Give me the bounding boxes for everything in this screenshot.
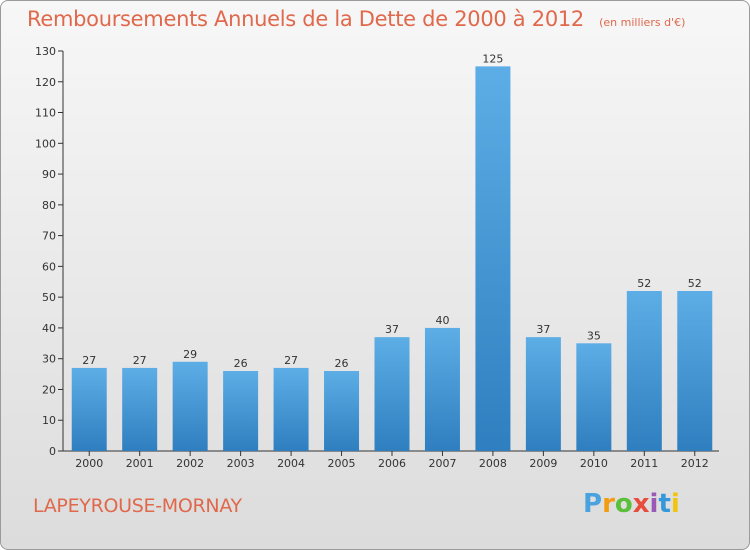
bar-value-label: 37 xyxy=(536,323,550,336)
x-tick-label: 2004 xyxy=(277,457,305,470)
town-name: LAPEYROUSE-MORNAY xyxy=(33,495,242,517)
bar-value-label: 125 xyxy=(482,52,503,65)
bar xyxy=(172,361,208,451)
y-tick-label: 30 xyxy=(42,353,56,366)
bar-value-label: 52 xyxy=(688,277,702,290)
x-tick-label: 2001 xyxy=(126,457,154,470)
bar xyxy=(424,327,460,451)
bar-value-label: 26 xyxy=(234,357,248,370)
x-tick-label: 2011 xyxy=(630,457,658,470)
y-tick-label: 10 xyxy=(42,414,56,427)
x-tick-label: 2003 xyxy=(227,457,255,470)
proxiti-logo: Proxiti xyxy=(583,489,680,519)
chart-subtitle: (en milliers d'€) xyxy=(599,16,686,29)
y-tick-label: 110 xyxy=(35,107,56,120)
y-tick-label: 80 xyxy=(42,199,56,212)
bar-value-label: 27 xyxy=(284,354,298,367)
y-tick-label: 130 xyxy=(35,45,56,58)
chart-bars: 27 27 29 26 27 26 37 40 125 37 35 52 52 xyxy=(71,52,713,451)
x-tick-label: 2005 xyxy=(328,457,356,470)
bar xyxy=(626,291,662,451)
bar-value-label: 40 xyxy=(435,314,449,327)
y-tick-label: 50 xyxy=(42,291,56,304)
bar-value-label: 29 xyxy=(183,348,197,361)
bar xyxy=(525,337,561,451)
bar xyxy=(374,337,410,451)
x-tick-label: 2010 xyxy=(580,457,608,470)
x-tick-label: 2000 xyxy=(75,457,103,470)
bar-value-label: 27 xyxy=(133,354,147,367)
x-tick-label: 2008 xyxy=(479,457,507,470)
bar-value-label: 52 xyxy=(637,277,651,290)
y-tick-label: 100 xyxy=(35,137,56,150)
chart-title: Remboursements Annuels de la Dette de 20… xyxy=(27,7,584,31)
y-tick-label: 0 xyxy=(49,445,56,458)
chart-axes: 0 10 20 30 40 50 60 70 80 90 100 110 120 130 2000 2001 2… xyxy=(35,45,719,470)
y-tick-label: 60 xyxy=(42,260,56,273)
bar xyxy=(324,371,360,451)
bar-value-label: 37 xyxy=(385,323,399,336)
bar xyxy=(223,371,259,451)
x-tick-label: 2006 xyxy=(378,457,406,470)
bar xyxy=(677,291,713,451)
bar xyxy=(475,66,511,451)
y-tick-label: 70 xyxy=(42,230,56,243)
bar xyxy=(71,367,107,451)
x-tick-label: 2009 xyxy=(529,457,557,470)
bar-value-label: 27 xyxy=(82,354,96,367)
chart-title-wrap: Remboursements Annuels de la Dette de 20… xyxy=(27,7,685,31)
x-tick-label: 2007 xyxy=(428,457,456,470)
y-tick-label: 40 xyxy=(42,322,56,335)
y-tick-label: 20 xyxy=(42,383,56,396)
bar xyxy=(273,367,309,451)
y-tick-label: 90 xyxy=(42,168,56,181)
y-tick-label: 120 xyxy=(35,76,56,89)
bar xyxy=(576,343,612,451)
bar-value-label: 35 xyxy=(587,329,601,342)
x-tick-label: 2012 xyxy=(681,457,709,470)
x-tick-label: 2002 xyxy=(176,457,204,470)
bar xyxy=(122,367,158,451)
bar-value-label: 26 xyxy=(335,357,349,370)
